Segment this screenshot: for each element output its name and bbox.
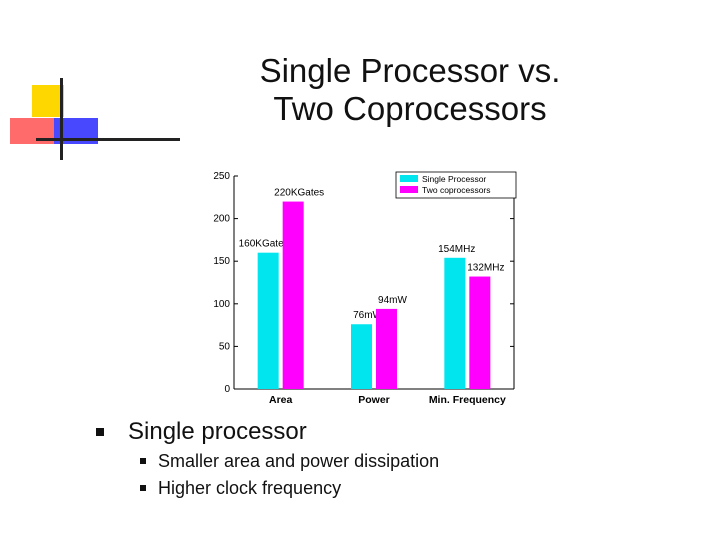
y-tick-label: 200 [213,214,230,225]
x-category-label: Area [269,394,293,406]
legend-label: Single Processor [422,174,486,184]
title-line-1: Single Processor vs. [259,52,561,89]
sub-bullet-square-icon [140,458,146,464]
sub-bullet-square-icon [140,485,146,491]
x-category-label: Min. Frequency [429,394,506,406]
bar-data-label: 94mW [378,295,407,306]
y-tick-label: 250 [213,171,230,182]
bar-chart: 0 50 100 150 200 250 Area 160KGates 220KGates Pow… [213,171,517,406]
y-tick-label: 100 [213,299,230,310]
bar-1 [469,276,491,389]
slide-logo-graphic [10,78,180,160]
legend-label: Two coprocessors [422,185,491,195]
legend-swatch [400,186,418,193]
bullet-square-icon [96,428,104,436]
y-tick-label: 150 [213,256,230,267]
bar-data-label: 160KGates [239,239,289,250]
bar-1 [282,201,304,389]
bar-data-label: 154MHz [438,244,475,255]
bar-data-label: 76mW [353,310,382,321]
bar-1 [376,308,397,389]
x-category-label: Power [358,394,390,406]
bar-0 [351,324,372,389]
title-line-2: Two Coprocessors [273,90,547,127]
bullet-main-text: Single processor [128,418,307,445]
legend-swatch [400,175,418,182]
y-tick-label: 0 [224,384,230,395]
bar-0 [257,252,279,389]
y-tick-label: 50 [219,341,231,352]
bar-data-label: 132MHz [467,263,504,274]
bar-0 [444,257,466,389]
slide-title: Single Processor vs. Two Coprocessors [180,52,640,128]
sub-bullet-text: Smaller area and power dissipation [158,451,440,471]
sub-bullet-text: Higher clock frequency [158,478,342,498]
bar-data-label: 220KGates [274,188,324,199]
